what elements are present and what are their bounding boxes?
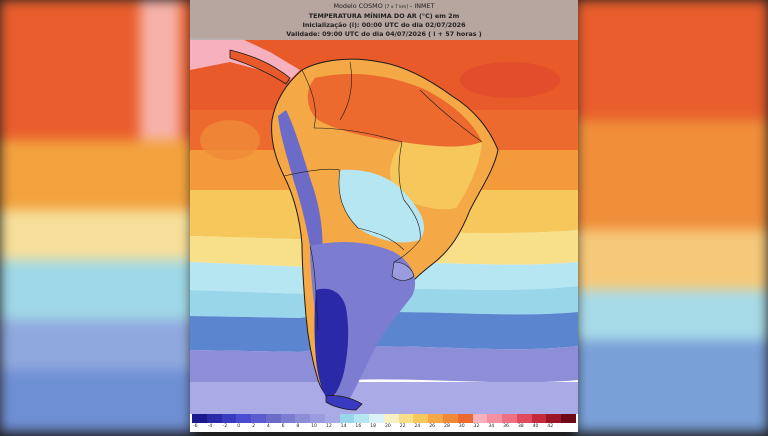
legend-tick-label: 4 [266, 424, 270, 429]
legend-swatch [221, 414, 237, 423]
blurred-background-right [576, 0, 768, 432]
legend-tick-label: 38 [517, 424, 524, 429]
legend-tick-label: 20 [384, 424, 391, 429]
legend-tick-label: 16 [355, 424, 362, 429]
legend-swatch [280, 414, 296, 423]
legend-swatch [354, 414, 370, 423]
legend-tick-label: 2 [252, 424, 255, 429]
legend-tick-label [561, 423, 576, 431]
legend-swatch [561, 414, 576, 423]
legend-tick-label: 30 [458, 424, 465, 429]
variable-title: TEMPERATURA MÍNIMA DO AR (°C) em 2m [308, 12, 460, 20]
legend-swatch [295, 414, 311, 423]
legend-swatch [192, 414, 207, 423]
temperature-map [190, 0, 578, 414]
legend-tick-label: 18 [370, 424, 377, 429]
init-time: Inicialização (i): 00:00 UTC do dia 02/0… [302, 21, 466, 29]
model-source: - INMET [410, 2, 435, 10]
legend-tick-label: 32 [473, 424, 480, 429]
legend-tick-label: -6 [193, 424, 198, 429]
map-header: Modelo COSMO [7 x 7 km] - INMET TEMPERAT… [190, 0, 578, 40]
blurred-background-left [0, 0, 192, 432]
legend-swatch [206, 414, 222, 423]
legend-tick-label: -4 [207, 424, 213, 429]
legend-tick-label: 36 [503, 424, 509, 429]
legend-swatch [383, 414, 399, 423]
legend-tick-label: 12 [325, 424, 332, 429]
legend-tick-label: 6 [281, 424, 285, 429]
legend-swatch [251, 414, 266, 423]
color-legend: -6 -4 -2 0 2 4 6 8 10 12 14 16 18 20 22 24 26 28 30 32 34 36 3… [192, 414, 576, 432]
legend-tick-label: 14 [340, 424, 347, 429]
legend-tick-label: 10 [311, 424, 317, 429]
legend-swatch [502, 414, 517, 423]
legend-swatch [516, 414, 532, 423]
legend-swatch [428, 414, 444, 423]
validity-time: Validade: 09:00 UTC do dia 04/07/2026 ( … [286, 30, 482, 38]
legend-tick-label: 34 [488, 424, 495, 429]
legend-swatch [398, 414, 414, 423]
legend-swatch [487, 414, 503, 423]
legend-tick-label: 0 [237, 424, 241, 429]
legend-tick-label: 22 [399, 424, 406, 429]
legend-swatch [265, 414, 281, 423]
legend-swatch [310, 414, 325, 423]
legend-tick-label: 40 [532, 424, 539, 429]
legend-swatches [192, 414, 576, 423]
legend-swatch [324, 414, 340, 423]
legend-tick-label: 42 [547, 424, 554, 429]
model-title: Modelo COSMO [7 x 7 km] - INMET [190, 0, 578, 12]
model-name: Modelo COSMO [333, 2, 383, 10]
legend-swatch [546, 414, 562, 423]
legend-tick-label: 8 [296, 424, 300, 429]
legend-tick-label: 24 [414, 424, 421, 429]
model-resolution: [7 x 7 km] [384, 5, 408, 10]
legend-swatch [531, 414, 547, 423]
legend-swatch [236, 414, 252, 423]
legend-swatch [443, 414, 458, 423]
legend-swatch [413, 414, 429, 423]
legend-tick-label: -2 [222, 424, 228, 429]
legend-swatch [457, 414, 473, 423]
legend-labels: -6 -4 -2 0 2 4 6 8 10 12 14 16 18 20 22 24 26 28 30 32 34 36 3… [192, 423, 576, 431]
legend-swatch [339, 414, 355, 423]
legend-swatch [472, 414, 488, 423]
forecast-map-panel: Modelo COSMO [7 x 7 km] - INMET TEMPERAT… [190, 0, 578, 432]
legend-tick-label: 28 [444, 424, 450, 429]
legend-swatch [369, 414, 384, 423]
legend-tick-label: 26 [429, 424, 436, 429]
